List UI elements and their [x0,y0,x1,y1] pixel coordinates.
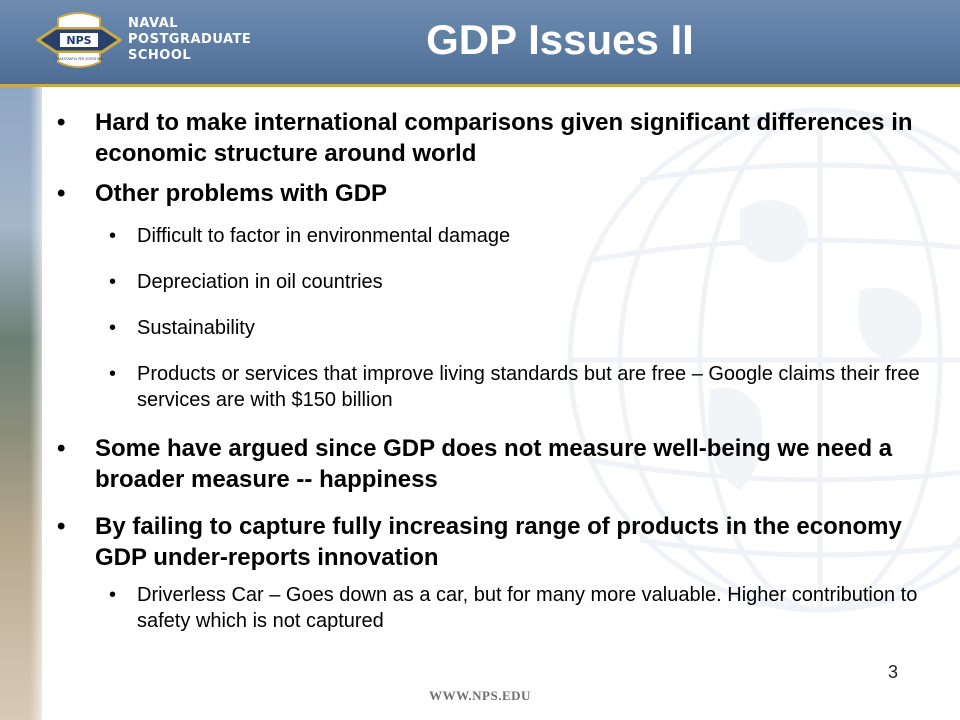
bullet-list: • Hard to make international comparisons… [52,107,932,648]
school-name-line-2: POSTGRADUATE [128,32,252,47]
bullet-text: Depreciation in oil countries [137,271,383,293]
footer-url: WWW.NPS.EDU [429,688,531,703]
sub-bullet-item: • Sustainability [95,315,932,341]
sub-bullet-item: • Difficult to factor in environmental d… [95,223,932,249]
bullet-item: • By failing to capture fully increasing… [52,511,932,573]
page-number: 3 [888,662,899,682]
bullet-dot: • [57,435,66,462]
bullet-dot: • [57,180,66,207]
bullet-text: Driverless Car – Goes down as a car, but… [137,584,918,632]
globe-watermark-icon [567,107,960,613]
nps-seal-icon: NPS PRAESTANTIA PER SCIENTIAM [36,12,122,68]
bullet-text: Difficult to factor in environmental dam… [137,225,511,247]
nps-logo: NPS PRAESTANTIA PER SCIENTIAM NAVAL POST… [36,6,266,74]
bullet-text: Products or services that improve living… [137,363,920,411]
badge-motto: PRAESTANTIA PER SCIENTIAM [55,57,102,61]
header-bar: NPS PRAESTANTIA PER SCIENTIAM NAVAL POST… [0,0,960,84]
slide-title: GDP Issues II [426,16,694,63]
bullet-dot: • [109,271,117,293]
bullet-item: • Other problems with GDP [52,178,932,209]
bullet-text: By failing to capture fully increasing r… [95,513,902,571]
header-accent-line [0,84,960,87]
bullet-text: Hard to make international comparisons g… [95,109,913,167]
bullet-text: Sustainability [137,317,255,339]
sub-bullet-item: • Products or services that improve livi… [95,361,932,413]
school-name-line-1: NAVAL [128,16,179,31]
sub-bullet-item: • Depreciation in oil countries [95,269,932,295]
badge-text: NPS [66,34,91,47]
photo-fade [30,87,50,720]
sub-bullet-item: • Driverless Car – Goes down as a car, b… [95,582,932,634]
bullet-item: • Hard to make international comparisons… [52,107,932,169]
school-name: NAVAL POSTGRADUATE SCHOOL [128,16,251,64]
bullet-dot: • [109,225,117,247]
bullet-dot: • [109,363,117,385]
bullet-text: Other problems with GDP [95,180,388,207]
school-name-line-3: SCHOOL [128,48,192,63]
bullet-dot: • [109,317,117,339]
bullet-dot: • [57,109,66,136]
bullet-dot: • [57,513,66,540]
bullet-item: • Some have argued since GDP does not me… [52,433,932,495]
bullet-dot: • [109,584,117,606]
bullet-text: Some have argued since GDP does not meas… [95,435,893,493]
